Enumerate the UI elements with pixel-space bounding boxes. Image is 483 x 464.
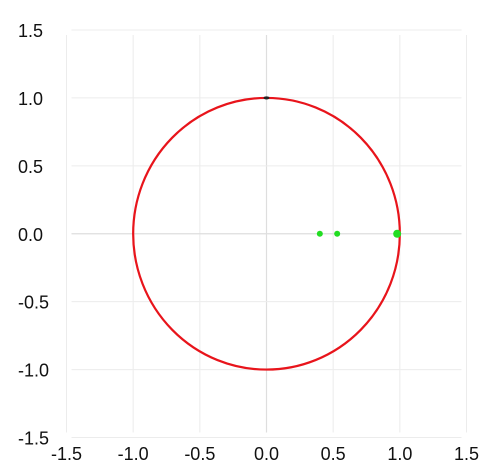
x-tick-label: -1.0 — [118, 444, 149, 464]
x-tick-label: -1.5 — [51, 444, 82, 464]
data-point — [393, 229, 402, 238]
y-tick-label: -1.5 — [18, 429, 49, 449]
x-tick-label: -0.5 — [184, 444, 215, 464]
y-tick-label: 0.5 — [18, 157, 43, 177]
x-tick-label: 1.0 — [387, 444, 412, 464]
data-point — [334, 230, 341, 237]
y-tick-label: 1.0 — [18, 89, 43, 109]
y-tick-label: -0.5 — [18, 293, 49, 313]
y-tick-label: 1.5 — [18, 21, 43, 41]
y-tick-label: -1.0 — [18, 361, 49, 381]
x-tick-label: 1.5 — [454, 444, 479, 464]
top-marker — [263, 96, 270, 100]
y-tick-label: 0.0 — [18, 225, 43, 245]
x-tick-label: 0.0 — [254, 444, 279, 464]
x-tick-label: 0.5 — [321, 444, 346, 464]
data-point — [316, 230, 323, 237]
